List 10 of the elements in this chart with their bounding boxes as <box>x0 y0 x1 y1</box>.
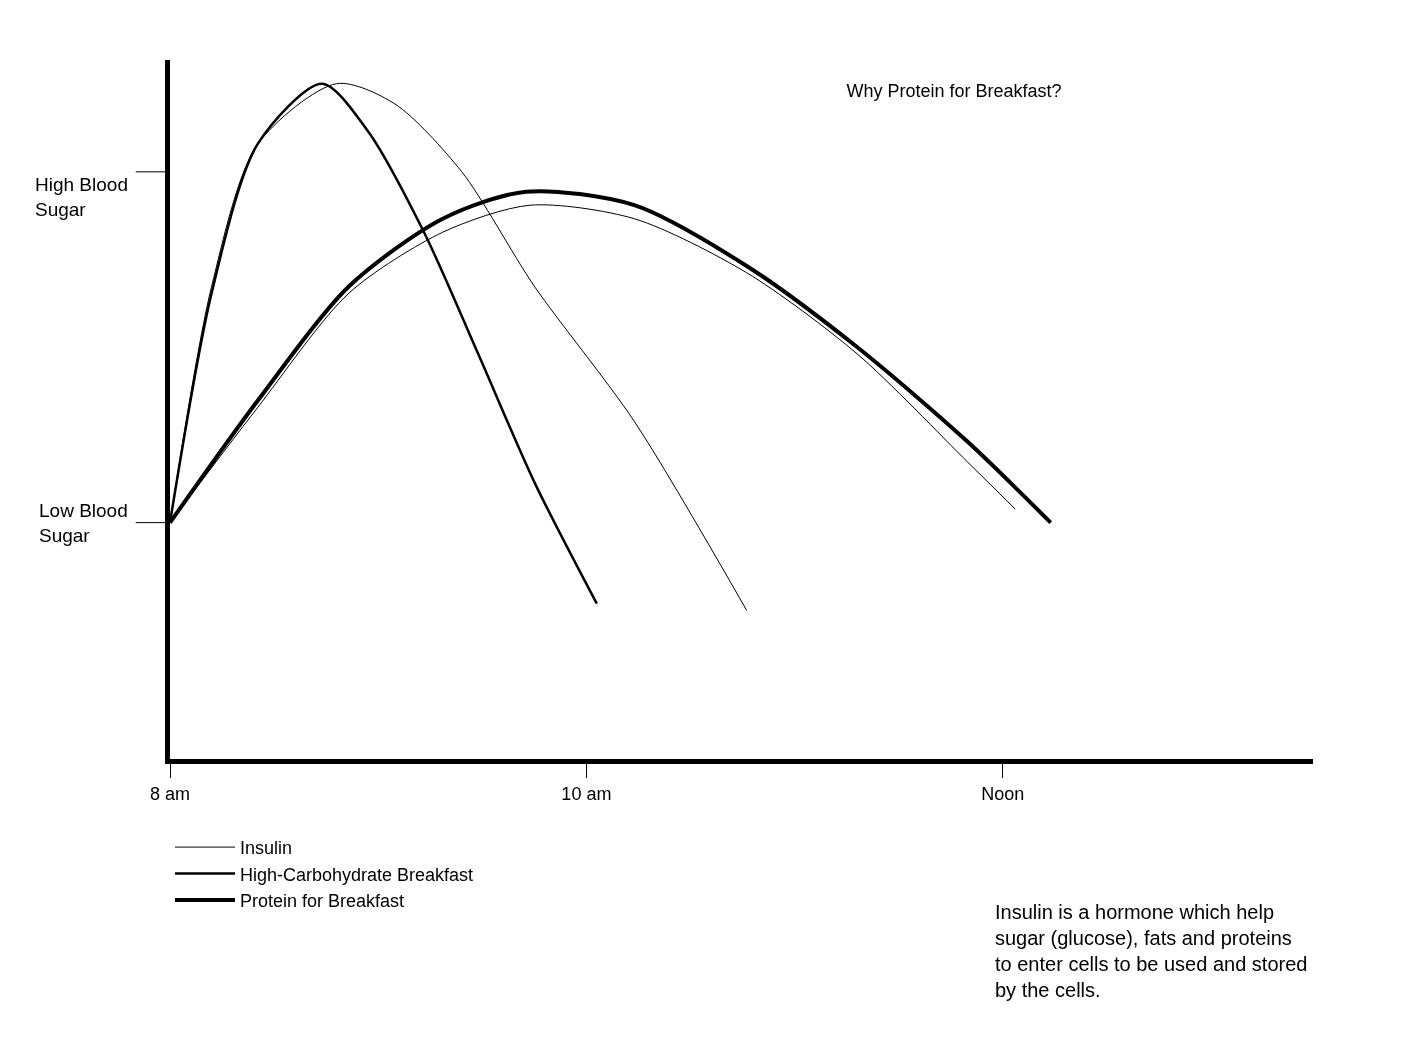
text: Insulin is a hormone which help sugar (glucose), fats and proteins to enter cells to be used and stored by the cells. <box>995 901 1308 1001</box>
legend-label: Insulin <box>240 838 293 859</box>
text: High Blood Sugar <box>35 174 128 220</box>
legend-label: High-Carbohydrate Breakfast <box>240 864 474 885</box>
chart-title: Why Protein for Breakfast? <box>846 80 1062 101</box>
x-tick-label: 10 am <box>561 783 612 804</box>
x-tick-label: Noon <box>981 783 1025 804</box>
legend-label: Protein for Breakfast <box>240 890 405 911</box>
annotation: Low Blood Sugar <box>39 500 128 546</box>
x-tick-label: 8 am <box>149 783 191 804</box>
